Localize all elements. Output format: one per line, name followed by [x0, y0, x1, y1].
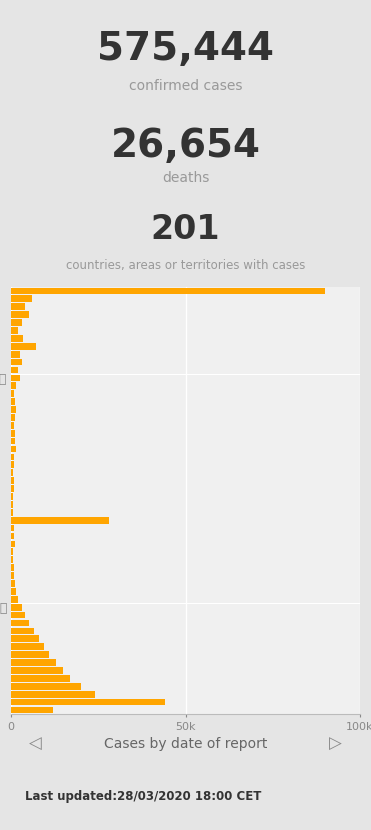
Bar [11, 343, 36, 349]
Bar [11, 683, 81, 690]
Bar [11, 596, 18, 603]
Bar [11, 572, 14, 579]
Bar [11, 517, 109, 524]
Bar [11, 706, 53, 713]
Bar [11, 470, 13, 476]
Bar [11, 699, 165, 706]
Bar [11, 636, 39, 642]
Bar [11, 461, 14, 468]
Bar [11, 556, 13, 563]
Bar [11, 588, 16, 595]
Bar [11, 311, 29, 318]
Bar [11, 675, 70, 681]
Bar [11, 383, 16, 389]
Bar [11, 477, 14, 484]
Text: confirmed cases: confirmed cases [129, 80, 242, 94]
Bar [11, 414, 14, 421]
Bar [11, 501, 13, 508]
Bar [11, 374, 20, 381]
Text: 201: 201 [151, 213, 220, 247]
Bar [11, 390, 14, 397]
Bar [11, 446, 16, 452]
Bar [11, 525, 14, 531]
Text: ◁: ◁ [29, 735, 42, 754]
Bar [11, 643, 44, 650]
Text: 575,444: 575,444 [97, 30, 274, 67]
Bar [11, 453, 14, 461]
Bar [11, 398, 14, 405]
Bar [11, 303, 25, 310]
Bar [11, 295, 32, 302]
Bar [11, 493, 13, 500]
Bar [11, 335, 23, 342]
Bar [11, 612, 25, 618]
Bar [11, 287, 325, 295]
Bar [11, 486, 14, 492]
Bar [11, 667, 63, 674]
Bar [11, 327, 18, 334]
Bar [11, 422, 14, 428]
Bar [11, 430, 15, 437]
Bar [11, 406, 16, 413]
Bar [11, 351, 20, 358]
Text: countries, areas or territories with cases: countries, areas or territories with cas… [66, 259, 305, 272]
Text: Last updated:28/03/2020 18:00 CET: Last updated:28/03/2020 18:00 CET [25, 789, 262, 803]
Bar [11, 627, 34, 634]
Text: ▷: ▷ [329, 735, 342, 754]
Bar [11, 659, 56, 666]
Text: deaths: deaths [162, 171, 209, 185]
Bar [11, 509, 13, 515]
Bar [11, 564, 14, 571]
Text: Cases by date of report: Cases by date of report [104, 737, 267, 751]
Bar [11, 604, 22, 611]
Text: 26,654: 26,654 [111, 127, 260, 164]
Bar [11, 549, 13, 555]
Bar [11, 652, 49, 658]
Bar [11, 691, 95, 697]
Bar [11, 533, 14, 540]
Bar [11, 437, 15, 445]
Bar [11, 320, 22, 326]
Bar [11, 540, 14, 547]
Bar [11, 580, 15, 587]
Bar [11, 359, 22, 365]
Bar [11, 620, 29, 627]
Bar [11, 367, 18, 374]
